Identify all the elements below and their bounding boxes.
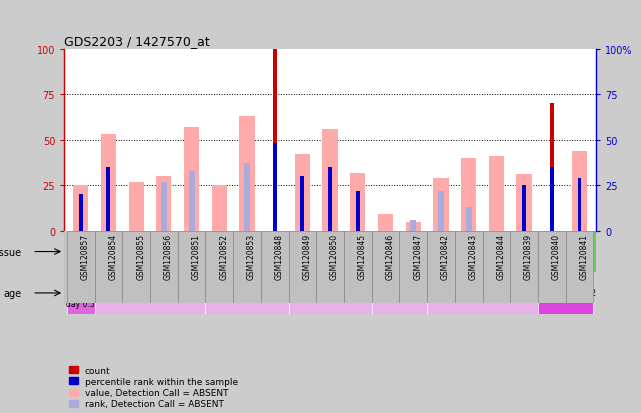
Text: GSM120844: GSM120844 <box>496 233 505 280</box>
Text: GSM120845: GSM120845 <box>358 233 367 280</box>
Bar <box>517 175 531 231</box>
Bar <box>406 222 421 231</box>
Bar <box>372 273 427 314</box>
Text: refere
nce: refere nce <box>69 245 90 259</box>
Text: gestational day 14: gestational day 14 <box>294 289 366 298</box>
Bar <box>233 231 261 304</box>
Bar <box>465 208 472 231</box>
Text: gestational day 16: gestational day 16 <box>363 289 435 298</box>
Text: GSM120855: GSM120855 <box>136 233 145 280</box>
Bar <box>129 182 144 231</box>
Bar <box>461 159 476 231</box>
Text: GSM120848: GSM120848 <box>275 233 284 279</box>
Text: gestational day 18: gestational day 18 <box>447 289 519 298</box>
Text: postnatal day 2: postnatal day 2 <box>536 289 595 298</box>
Bar <box>399 231 427 304</box>
Bar <box>288 231 316 304</box>
Text: age: age <box>3 288 22 298</box>
Text: GSM120851: GSM120851 <box>192 233 201 279</box>
Bar <box>522 186 526 231</box>
Bar <box>372 231 399 304</box>
Text: GSM120854: GSM120854 <box>108 233 117 280</box>
Text: GSM120840: GSM120840 <box>552 233 561 280</box>
Text: GSM120843: GSM120843 <box>469 233 478 280</box>
Text: GSM120842: GSM120842 <box>441 233 450 279</box>
Text: GDS2203 / 1427570_at: GDS2203 / 1427570_at <box>64 36 210 48</box>
Bar <box>538 273 594 314</box>
Text: GSM120853: GSM120853 <box>247 233 256 280</box>
Text: GSM120847: GSM120847 <box>413 233 422 280</box>
Bar <box>73 186 88 231</box>
Bar <box>156 177 172 231</box>
Text: GSM120839: GSM120839 <box>524 233 533 280</box>
Text: GSM120850: GSM120850 <box>330 233 339 280</box>
Bar <box>150 231 178 304</box>
Text: GSM120852: GSM120852 <box>219 233 228 279</box>
Bar <box>356 191 360 231</box>
Text: gestational day 12: gestational day 12 <box>211 289 283 298</box>
Bar <box>410 221 416 231</box>
Bar <box>350 173 365 231</box>
Bar <box>572 151 587 231</box>
Text: postn
atal
day 0.5: postn atal day 0.5 <box>67 278 95 308</box>
Bar <box>427 273 538 314</box>
Bar <box>95 231 122 304</box>
Text: GSM120856: GSM120856 <box>164 233 173 280</box>
Bar <box>550 168 554 231</box>
Bar <box>455 231 483 304</box>
Bar <box>550 104 554 231</box>
Text: GSM120846: GSM120846 <box>385 233 394 280</box>
Bar <box>205 231 233 304</box>
Bar <box>64 231 95 273</box>
Bar <box>483 231 510 304</box>
Bar <box>67 231 95 304</box>
Bar <box>538 231 565 304</box>
Bar <box>122 231 150 304</box>
Text: GSM120857: GSM120857 <box>81 233 90 280</box>
Bar <box>328 168 332 231</box>
Bar <box>161 182 167 231</box>
Bar <box>95 273 205 314</box>
Bar <box>301 177 304 231</box>
Bar <box>438 191 444 231</box>
Bar <box>510 231 538 304</box>
Bar <box>316 231 344 304</box>
Bar <box>261 231 288 304</box>
Bar <box>488 157 504 231</box>
Bar <box>79 195 83 231</box>
Bar <box>273 50 277 231</box>
Bar <box>295 155 310 231</box>
Bar <box>178 231 205 304</box>
Text: gestational day 11: gestational day 11 <box>114 289 186 298</box>
Bar <box>344 231 372 304</box>
Bar <box>184 128 199 231</box>
Bar <box>273 144 277 231</box>
Bar <box>188 171 195 231</box>
Bar <box>239 117 254 231</box>
Bar <box>212 186 227 231</box>
Bar <box>578 178 581 231</box>
Bar <box>205 273 288 314</box>
Bar <box>244 164 250 231</box>
Bar <box>565 231 594 304</box>
Bar <box>427 231 455 304</box>
Bar <box>288 273 372 314</box>
Bar <box>106 168 110 231</box>
Bar <box>67 273 95 314</box>
Text: GSM120841: GSM120841 <box>579 233 588 279</box>
Legend: count, percentile rank within the sample, value, Detection Call = ABSENT, rank, : count, percentile rank within the sample… <box>69 366 238 408</box>
Text: tissue: tissue <box>0 247 22 257</box>
Text: GSM120849: GSM120849 <box>303 233 312 280</box>
Bar <box>378 215 393 231</box>
Bar <box>433 178 449 231</box>
Bar <box>322 130 338 231</box>
Bar <box>101 135 116 231</box>
Text: ovary: ovary <box>329 247 361 257</box>
